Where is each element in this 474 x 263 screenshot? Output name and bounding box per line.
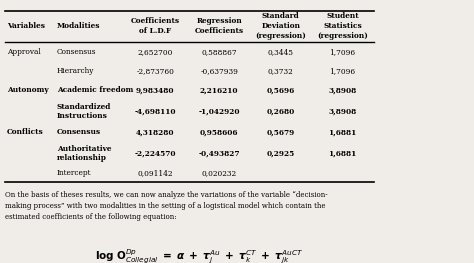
- Text: Standardized
Instructions: Standardized Instructions: [57, 103, 111, 120]
- Text: -2,224570: -2,224570: [135, 149, 176, 157]
- Text: 1,6881: 1,6881: [328, 149, 356, 157]
- Text: Regression
Coefficients: Regression Coefficients: [195, 17, 244, 35]
- Text: Authoritative
relationship: Authoritative relationship: [57, 145, 111, 162]
- Text: Intercept: Intercept: [57, 169, 91, 178]
- Text: 4,318280: 4,318280: [136, 128, 174, 136]
- Text: Conflicts: Conflicts: [7, 128, 44, 136]
- Text: 1,6881: 1,6881: [328, 128, 356, 136]
- Text: 2,216210: 2,216210: [200, 86, 238, 94]
- Text: 2,652700: 2,652700: [137, 48, 173, 56]
- Text: 0,3732: 0,3732: [268, 67, 294, 75]
- Text: 1,7096: 1,7096: [329, 67, 356, 75]
- Text: 0,5679: 0,5679: [267, 128, 295, 136]
- Text: 0,020232: 0,020232: [201, 169, 237, 178]
- Text: Autonomy: Autonomy: [7, 86, 49, 94]
- Text: 9,983480: 9,983480: [136, 86, 174, 94]
- Text: 1,7096: 1,7096: [329, 48, 356, 56]
- Text: Coefficients
of L.D.F: Coefficients of L.D.F: [131, 17, 180, 35]
- Text: Approval: Approval: [7, 48, 41, 56]
- Text: 3,8908: 3,8908: [328, 107, 356, 115]
- Text: Variables: Variables: [7, 22, 45, 30]
- Text: On the basis of theses results, we can now analyze the variations of the variabl: On the basis of theses results, we can n…: [5, 191, 328, 221]
- Text: -1,042920: -1,042920: [199, 107, 240, 115]
- Text: Hierarchy: Hierarchy: [57, 67, 94, 75]
- Text: 0,5696: 0,5696: [267, 86, 295, 94]
- Text: Student
Statistics
(regression): Student Statistics (regression): [317, 13, 368, 40]
- Text: 0,3445: 0,3445: [268, 48, 294, 56]
- Text: Standard
Deviation
(regression): Standard Deviation (regression): [255, 13, 306, 40]
- Text: 0,958606: 0,958606: [200, 128, 238, 136]
- Text: Modalities: Modalities: [57, 22, 100, 30]
- Text: 3,8908: 3,8908: [328, 86, 356, 94]
- Text: 0,091142: 0,091142: [137, 169, 173, 178]
- Text: -2,873760: -2,873760: [137, 67, 174, 75]
- Text: 0,2925: 0,2925: [267, 149, 295, 157]
- Text: Academic freedom: Academic freedom: [57, 86, 133, 94]
- Text: Consensus: Consensus: [57, 128, 101, 136]
- Text: 0,588867: 0,588867: [201, 48, 237, 56]
- Text: -0,493827: -0,493827: [199, 149, 240, 157]
- Text: -4,698110: -4,698110: [135, 107, 176, 115]
- Text: $\mathbf{log\ O_{\mathit{Collegial}}^{\mathit{Dp}}\ =\ \boldsymbol{\alpha}\ +\ \: $\mathbf{log\ O_{\mathit{Collegial}}^{\m…: [95, 248, 303, 263]
- Text: 0,2680: 0,2680: [267, 107, 295, 115]
- Text: -0,637939: -0,637939: [201, 67, 238, 75]
- Text: Consensus: Consensus: [57, 48, 96, 56]
